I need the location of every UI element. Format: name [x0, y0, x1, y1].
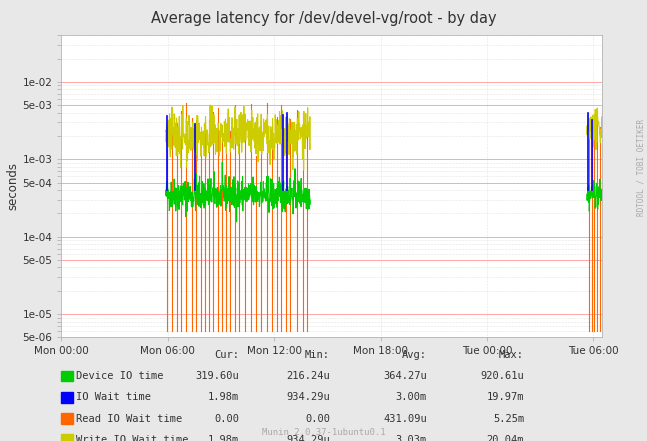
Text: IO Wait time: IO Wait time	[76, 392, 151, 402]
Text: Min:: Min:	[305, 350, 330, 360]
Text: 3.03m: 3.03m	[396, 435, 427, 441]
Text: 3.00m: 3.00m	[396, 392, 427, 402]
Y-axis label: seconds: seconds	[6, 162, 20, 210]
Text: 20.04m: 20.04m	[487, 435, 524, 441]
Text: 216.24u: 216.24u	[286, 371, 330, 381]
Text: 431.09u: 431.09u	[383, 414, 427, 423]
Text: Read IO Wait time: Read IO Wait time	[76, 414, 182, 423]
Text: 1.98m: 1.98m	[208, 392, 239, 402]
Text: 364.27u: 364.27u	[383, 371, 427, 381]
Text: Write IO Wait time: Write IO Wait time	[76, 435, 188, 441]
Text: Cur:: Cur:	[214, 350, 239, 360]
Text: 934.29u: 934.29u	[286, 435, 330, 441]
Text: 934.29u: 934.29u	[286, 392, 330, 402]
Text: Max:: Max:	[499, 350, 524, 360]
Text: Average latency for /dev/devel-vg/root - by day: Average latency for /dev/devel-vg/root -…	[151, 11, 496, 26]
Text: Avg:: Avg:	[402, 350, 427, 360]
Text: 0.00: 0.00	[305, 414, 330, 423]
Text: 0.00: 0.00	[214, 414, 239, 423]
Text: 920.61u: 920.61u	[480, 371, 524, 381]
Text: 1.98m: 1.98m	[208, 435, 239, 441]
Text: Device IO time: Device IO time	[76, 371, 163, 381]
Text: 5.25m: 5.25m	[493, 414, 524, 423]
Text: 319.60u: 319.60u	[195, 371, 239, 381]
Text: Munin 2.0.37-1ubuntu0.1: Munin 2.0.37-1ubuntu0.1	[261, 429, 386, 437]
Text: 19.97m: 19.97m	[487, 392, 524, 402]
Text: RDTOOL / TOBI OETIKER: RDTOOL / TOBI OETIKER	[636, 119, 645, 216]
